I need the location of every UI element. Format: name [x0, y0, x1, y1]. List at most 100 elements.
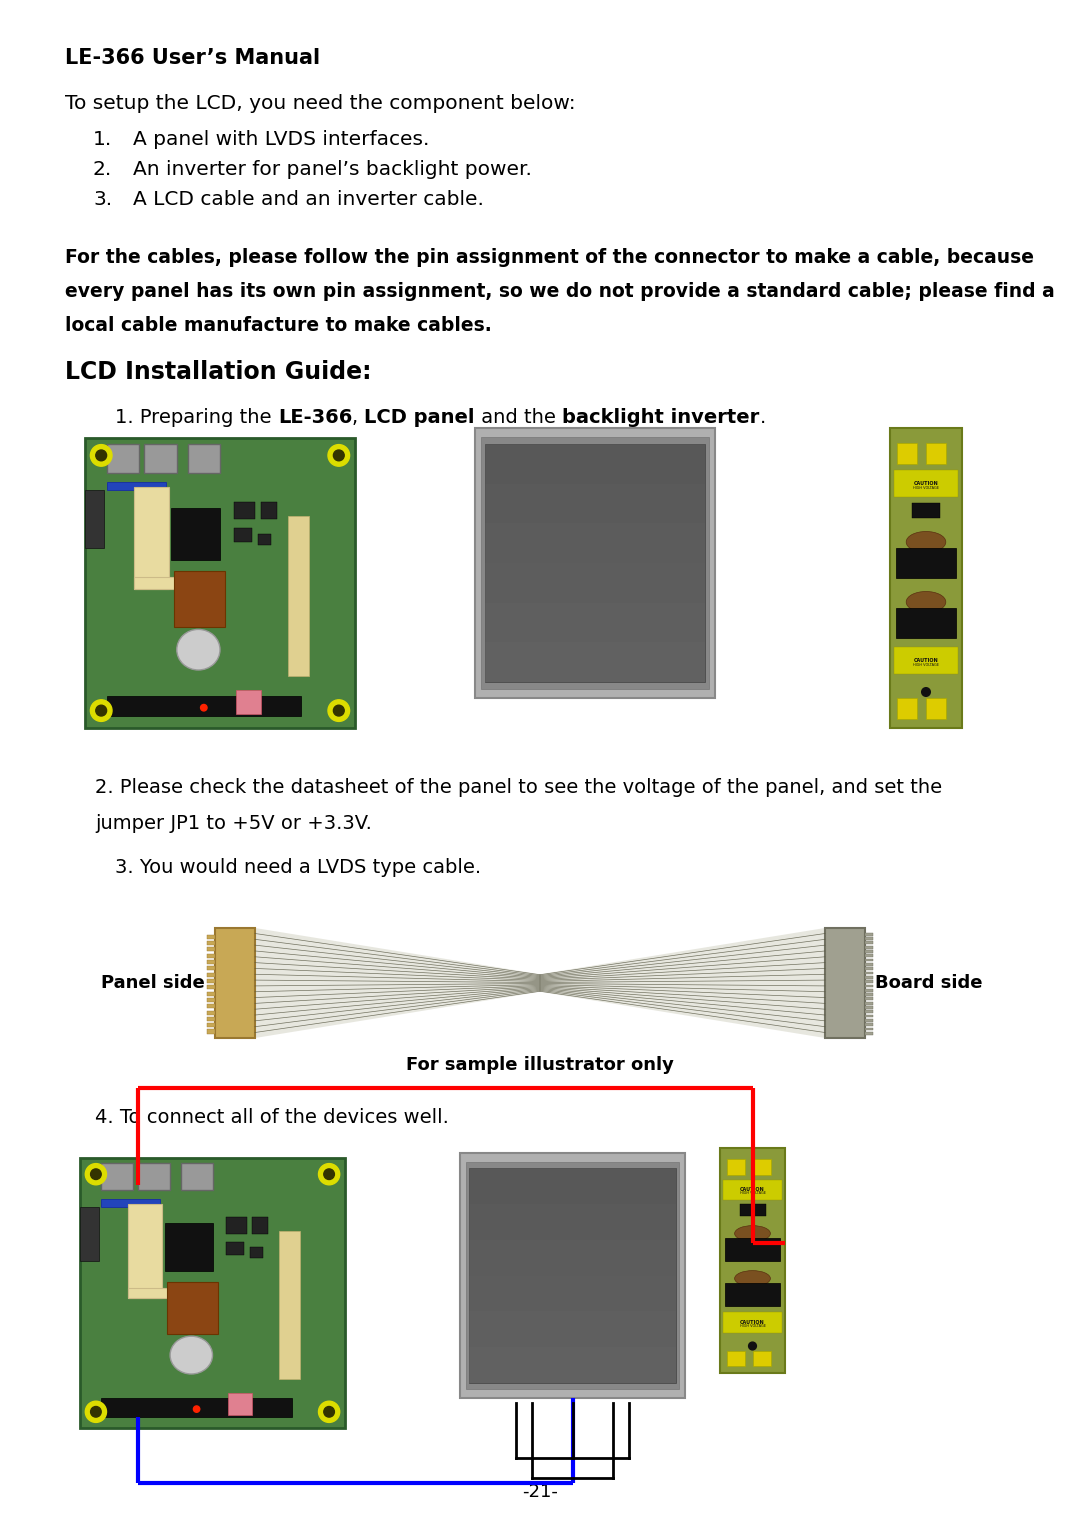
Bar — [134, 488, 168, 589]
Bar — [727, 1350, 745, 1367]
Bar — [107, 696, 301, 717]
Bar — [725, 1283, 780, 1306]
Circle shape — [319, 1164, 340, 1185]
Bar — [895, 547, 956, 578]
Bar — [279, 1231, 300, 1379]
Bar — [207, 948, 215, 951]
Bar — [865, 942, 873, 945]
Bar — [865, 1018, 873, 1021]
Text: every panel has its own pin assignment, so we do not provide a standard cable; p: every panel has its own pin assignment, … — [65, 281, 1055, 301]
Text: backlight inverter: backlight inverter — [562, 408, 759, 427]
Text: Board side: Board side — [875, 974, 983, 992]
Bar — [865, 1027, 873, 1031]
Bar — [865, 1001, 873, 1005]
Circle shape — [334, 450, 345, 460]
Text: A panel with LVDS interfaces.: A panel with LVDS interfaces. — [133, 130, 430, 148]
Bar — [207, 954, 215, 957]
Bar — [895, 609, 956, 638]
Text: 1. Preparing the: 1. Preparing the — [114, 408, 278, 427]
Circle shape — [328, 445, 350, 466]
Bar — [226, 1217, 247, 1234]
Bar — [80, 1157, 345, 1428]
Text: CAUTION: CAUTION — [914, 657, 939, 664]
Text: ,: , — [352, 408, 365, 427]
Bar — [228, 1393, 253, 1414]
Circle shape — [96, 450, 107, 460]
Bar — [727, 1159, 745, 1174]
Bar — [893, 469, 958, 497]
Bar — [475, 428, 715, 699]
Bar — [485, 445, 705, 682]
Text: CAUTION: CAUTION — [740, 1320, 765, 1324]
Text: LCD Installation Guide:: LCD Installation Guide: — [65, 359, 372, 384]
Bar — [107, 482, 166, 491]
Bar — [865, 1032, 873, 1035]
Bar — [865, 994, 873, 995]
Bar — [890, 428, 962, 728]
Circle shape — [324, 1407, 335, 1417]
Bar — [207, 1005, 215, 1008]
Bar — [207, 1029, 215, 1034]
Bar — [107, 443, 139, 472]
Bar — [207, 934, 215, 939]
Circle shape — [748, 1342, 756, 1350]
Text: .: . — [759, 408, 766, 427]
Bar — [127, 1287, 199, 1298]
Bar — [865, 1023, 873, 1026]
Bar — [207, 972, 215, 977]
Bar — [80, 1206, 98, 1260]
Text: For the cables, please follow the pin assignment of the connector to make a cabl: For the cables, please follow the pin as… — [65, 248, 1034, 268]
Text: 2.: 2. — [93, 161, 112, 179]
Text: -21-: -21- — [522, 1483, 558, 1501]
Bar — [865, 1011, 873, 1014]
Bar — [167, 1283, 218, 1333]
Ellipse shape — [171, 1336, 213, 1375]
Bar — [897, 443, 917, 463]
Text: LE-366 User’s Manual: LE-366 User’s Manual — [65, 47, 320, 67]
Text: For sample illustrator only: For sample illustrator only — [406, 1057, 674, 1073]
Text: CAUTION: CAUTION — [740, 1187, 765, 1193]
Bar — [865, 959, 873, 962]
Text: HIGH VOLTAGE: HIGH VOLTAGE — [913, 486, 939, 489]
Bar — [207, 966, 215, 971]
Text: LE-366: LE-366 — [278, 408, 352, 427]
Circle shape — [319, 1401, 340, 1422]
Bar — [469, 1168, 676, 1203]
Bar — [172, 508, 220, 560]
Circle shape — [85, 1164, 107, 1185]
Bar — [469, 1275, 676, 1312]
Bar — [207, 998, 215, 1001]
Bar — [207, 985, 215, 989]
Text: 3. You would need a LVDS type cable.: 3. You would need a LVDS type cable. — [114, 858, 481, 878]
Bar — [465, 1162, 679, 1390]
Circle shape — [334, 705, 345, 716]
Bar — [174, 572, 226, 627]
Bar — [460, 1153, 685, 1398]
Bar — [469, 1347, 676, 1384]
Bar — [233, 502, 255, 520]
Bar — [865, 937, 873, 940]
Circle shape — [91, 700, 112, 722]
Bar — [485, 602, 705, 642]
Bar — [165, 1223, 213, 1272]
Bar — [180, 1164, 213, 1191]
Text: and the: and the — [475, 408, 562, 427]
Bar — [724, 1312, 782, 1332]
Bar — [725, 1238, 780, 1260]
Circle shape — [96, 705, 107, 716]
Bar — [207, 940, 215, 945]
Bar — [207, 1017, 215, 1021]
Bar — [102, 1199, 160, 1206]
Bar — [260, 502, 276, 520]
Bar — [724, 1179, 782, 1200]
Bar — [865, 980, 873, 983]
Circle shape — [193, 1407, 200, 1413]
Circle shape — [85, 1401, 107, 1422]
Bar — [85, 491, 104, 549]
Circle shape — [328, 700, 350, 722]
Bar — [207, 1023, 215, 1027]
Bar — [865, 933, 873, 936]
Bar — [233, 528, 253, 543]
Bar — [485, 563, 705, 602]
Bar — [145, 443, 177, 472]
